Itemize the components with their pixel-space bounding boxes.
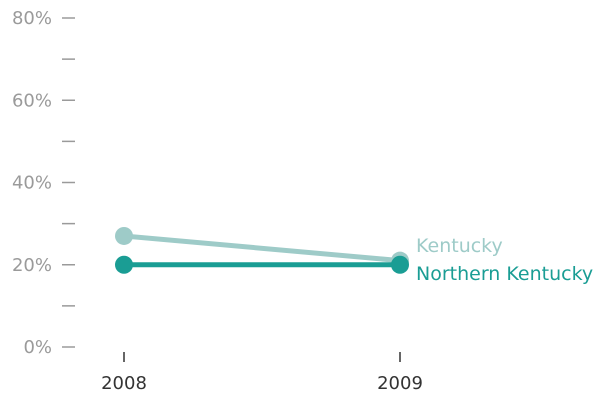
northern-kentucky-data-point	[115, 255, 133, 274]
kentucky-data-point	[115, 226, 133, 245]
series-labels: Kentucky Northern Kentucky	[416, 235, 593, 285]
y-tick-label: 40%	[12, 173, 52, 194]
series-layer	[115, 226, 409, 274]
x-tick-label: 2008	[101, 373, 147, 394]
x-axis: 2008 2009	[101, 352, 423, 394]
y-axis: 0% 20% 40% 60% 80%	[12, 8, 75, 358]
x-tick-label: 2009	[377, 373, 423, 394]
kentucky-series-label: Kentucky	[416, 235, 503, 257]
y-tick-label: 0%	[23, 337, 52, 358]
northern-kentucky-series-label: Northern Kentucky	[416, 263, 593, 285]
kentucky-series-line	[121, 233, 403, 264]
y-tick-label: 60%	[12, 90, 52, 111]
northern-kentucky-data-point	[391, 255, 409, 274]
y-tick-label: 20%	[12, 255, 52, 276]
y-tick-label: 80%	[12, 8, 52, 29]
